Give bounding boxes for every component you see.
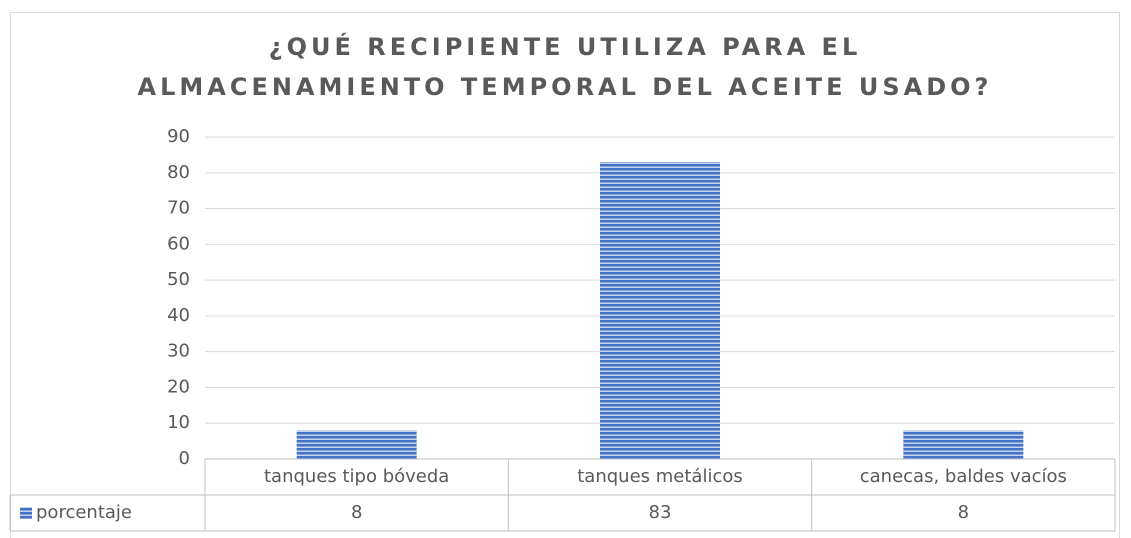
- x-tick-label: canecas, baldes vacíos: [860, 466, 1067, 487]
- chart-title: ALMACENAMIENTO TEMPORAL DEL ACEITE USADO…: [138, 73, 993, 101]
- y-tick-label: 0: [179, 448, 190, 469]
- bar: [296, 430, 417, 459]
- legend-label: porcentaje: [36, 502, 132, 523]
- y-tick-label: 90: [167, 126, 190, 147]
- y-tick-label: 40: [167, 305, 190, 326]
- y-tick-label: 60: [167, 233, 190, 254]
- y-tick-label: 20: [167, 376, 190, 397]
- bar: [600, 162, 720, 460]
- table-value: 83: [649, 502, 672, 523]
- y-tick-label: 10: [167, 412, 190, 433]
- table-value: 8: [351, 502, 362, 523]
- y-tick-label: 70: [167, 198, 190, 219]
- table-value: 8: [958, 502, 969, 523]
- y-tick-label: 30: [167, 341, 190, 362]
- y-tick-label: 50: [167, 269, 190, 290]
- x-tick-label: tanques tipo bóveda: [264, 466, 449, 487]
- legend-swatch: [20, 507, 32, 519]
- bar: [903, 430, 1024, 459]
- chart-title: ¿QUÉ RECIPIENTE UTILIZA PARA EL: [269, 32, 862, 61]
- x-tick-label: tanques metálicos: [577, 466, 743, 487]
- y-tick-label: 80: [167, 162, 190, 183]
